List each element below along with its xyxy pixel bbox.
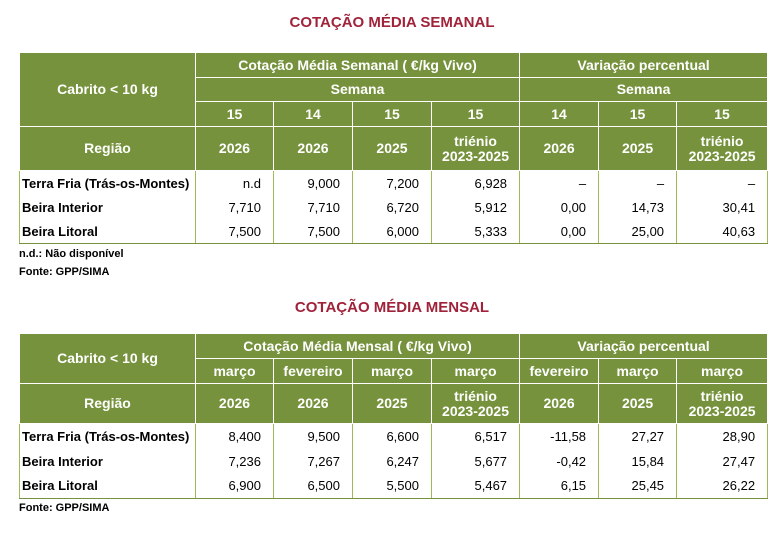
table-cell: 5,333 — [430, 219, 521, 244]
monthly-group-price: Cotação Média Mensal ( €/kg Vivo) — [194, 333, 521, 359]
weekly-period: 14 — [273, 101, 353, 127]
monthly-year: 2025 — [598, 383, 678, 424]
table-cell: 25,00 — [598, 219, 678, 244]
table-cell: 6,15 — [519, 473, 600, 499]
monthly-period: março — [195, 358, 274, 384]
weekly-year: triénio 2023-2025 — [430, 126, 521, 171]
weekly-note-nd: n.d.: Não disponível — [19, 248, 124, 260]
table-cell: n.d — [195, 170, 274, 196]
table-cell: 26,22 — [676, 473, 769, 499]
monthly-period: março — [598, 358, 678, 384]
region-name: Beira Interior — [19, 195, 196, 220]
table-row: Beira Interior 7,710 7,710 6,720 5,912 0… — [19, 195, 769, 220]
table-cell: 7,500 — [273, 219, 353, 244]
table-cell: 7,267 — [273, 448, 353, 474]
table-row: Beira Litoral 7,500 7,500 6,000 5,333 0,… — [19, 219, 769, 244]
table-cell: 7,236 — [195, 448, 274, 474]
monthly-period: fevereiro — [273, 358, 353, 384]
weekly-period: 14 — [519, 101, 600, 127]
table-row: Beira Interior 7,236 7,267 6,247 5,677 -… — [19, 448, 769, 474]
weekly-year: 2026 — [519, 126, 600, 171]
table-cell: 28,90 — [676, 423, 769, 449]
table-cell: 0,00 — [519, 195, 600, 220]
weekly-sub-week: Semana — [194, 77, 521, 102]
table-cell: 7,200 — [352, 170, 432, 196]
table-cell: -11,58 — [519, 423, 600, 449]
weekly-sub-week-var: Semana — [519, 77, 769, 102]
table-cell: 7,710 — [195, 195, 274, 220]
table-cell: 25,45 — [598, 473, 678, 499]
table-cell: 6,720 — [352, 195, 432, 220]
table-cell: – — [676, 170, 769, 196]
weekly-period: 15 — [598, 101, 678, 127]
monthly-group-variation: Variação percentual — [519, 333, 769, 359]
weekly-group-variation: Variação percentual — [519, 52, 769, 78]
monthly-period: março — [430, 358, 521, 384]
table-cell: 14,73 — [598, 195, 678, 220]
table-cell: 9,000 — [273, 170, 353, 196]
monthly-source: Fonte: GPP/SIMA — [19, 502, 110, 514]
table-cell: -0,42 — [519, 448, 600, 474]
weekly-corner-bottom: Região — [19, 126, 196, 171]
table-row: Terra Fria (Trás-os-Montes) n.d 9,000 7,… — [19, 170, 769, 196]
table-cell: 0,00 — [519, 219, 600, 244]
table-cell: 8,400 — [195, 423, 274, 449]
table-cell: 6,247 — [352, 448, 432, 474]
table-cell: 6,900 — [195, 473, 274, 499]
monthly-year: 2026 — [273, 383, 353, 424]
table-cell: 7,500 — [195, 219, 274, 244]
monthly-period: março — [676, 358, 769, 384]
monthly-corner-bottom: Região — [19, 383, 196, 424]
table-cell: 5,677 — [430, 448, 521, 474]
table-cell: 6,928 — [430, 170, 521, 196]
weekly-period: 15 — [195, 101, 274, 127]
table-cell: 40,63 — [676, 219, 769, 244]
monthly-year: triénio 2023-2025 — [676, 383, 769, 424]
table-cell: 27,47 — [676, 448, 769, 474]
region-name: Beira Litoral — [19, 473, 196, 499]
monthly-year: 2026 — [519, 383, 600, 424]
weekly-period: 15 — [676, 101, 769, 127]
weekly-period: 15 — [352, 101, 432, 127]
region-name: Terra Fria (Trás-os-Montes) — [19, 423, 196, 449]
table-cell: 30,41 — [676, 195, 769, 220]
weekly-table: Cabrito < 10 kg Cotação Média Semanal ( … — [19, 52, 769, 244]
table-cell: 27,27 — [598, 423, 678, 449]
weekly-year: 2026 — [273, 126, 353, 171]
weekly-group-price: Cotação Média Semanal ( €/kg Vivo) — [194, 52, 521, 78]
table-cell: 5,500 — [352, 473, 432, 499]
weekly-corner-top: Cabrito < 10 kg — [19, 52, 196, 127]
table-cell: 6,600 — [352, 423, 432, 449]
table-row: Beira Litoral 6,900 6,500 5,500 5,467 6,… — [19, 473, 769, 499]
monthly-period: fevereiro — [519, 358, 600, 384]
table-cell: 15,84 — [598, 448, 678, 474]
weekly-year: triénio 2023-2025 — [676, 126, 769, 171]
monthly-corner-top: Cabrito < 10 kg — [19, 333, 196, 384]
table-row: Terra Fria (Trás-os-Montes) 8,400 9,500 … — [19, 423, 769, 449]
table-cell: 7,710 — [273, 195, 353, 220]
monthly-table: Cabrito < 10 kg Cotação Média Mensal ( €… — [19, 333, 769, 499]
weekly-year: 2026 — [195, 126, 274, 171]
region-name: Terra Fria (Trás-os-Montes) — [19, 170, 196, 196]
region-name: Beira Litoral — [19, 219, 196, 244]
monthly-year: triénio 2023-2025 — [430, 383, 521, 424]
table-cell: 6,500 — [273, 473, 353, 499]
table-cell: 6,000 — [352, 219, 432, 244]
table-cell: – — [519, 170, 600, 196]
table-cell: – — [598, 170, 678, 196]
table-cell: 5,912 — [430, 195, 521, 220]
weekly-year: 2025 — [352, 126, 432, 171]
monthly-year: 2025 — [352, 383, 432, 424]
monthly-period: março — [352, 358, 432, 384]
monthly-year: 2026 — [195, 383, 274, 424]
table-cell: 9,500 — [273, 423, 353, 449]
weekly-source: Fonte: GPP/SIMA — [19, 266, 110, 278]
table-cell: 5,467 — [430, 473, 521, 499]
weekly-year: 2025 — [598, 126, 678, 171]
region-name: Beira Interior — [19, 448, 196, 474]
weekly-period: 15 — [430, 101, 521, 127]
monthly-title: COTAÇÃO MÉDIA MENSAL — [294, 299, 490, 316]
weekly-title: COTAÇÃO MÉDIA SEMANAL — [289, 14, 495, 31]
table-cell: 6,517 — [430, 423, 521, 449]
